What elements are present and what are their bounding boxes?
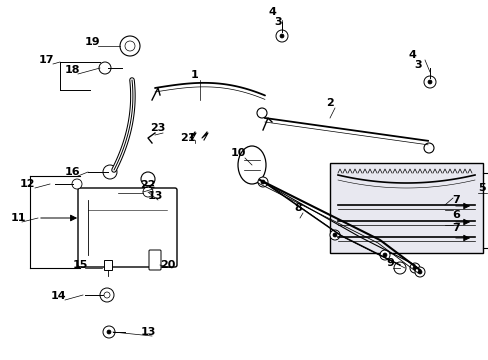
- Circle shape: [120, 36, 140, 56]
- Circle shape: [257, 108, 266, 118]
- Bar: [104, 260, 112, 270]
- Text: 8: 8: [293, 203, 301, 213]
- Circle shape: [332, 233, 336, 237]
- FancyBboxPatch shape: [78, 188, 177, 267]
- Circle shape: [329, 230, 339, 240]
- Circle shape: [412, 266, 416, 270]
- Circle shape: [72, 179, 82, 189]
- Text: 13: 13: [147, 191, 163, 201]
- Bar: [329, 163, 482, 253]
- Text: 23: 23: [150, 123, 165, 133]
- Circle shape: [423, 143, 433, 153]
- Text: 22: 22: [140, 180, 156, 190]
- Circle shape: [393, 262, 405, 274]
- Text: 19: 19: [84, 37, 100, 47]
- Text: 12: 12: [19, 179, 35, 189]
- Circle shape: [261, 180, 264, 184]
- Circle shape: [382, 253, 386, 257]
- Text: 21: 21: [180, 133, 195, 143]
- Circle shape: [107, 330, 111, 334]
- Text: 1: 1: [191, 70, 199, 80]
- Circle shape: [423, 76, 435, 88]
- Circle shape: [100, 288, 114, 302]
- Circle shape: [99, 62, 111, 74]
- Text: 13: 13: [140, 327, 155, 337]
- Circle shape: [417, 270, 421, 274]
- Circle shape: [280, 34, 284, 38]
- Text: 11: 11: [10, 213, 26, 223]
- Text: 2: 2: [325, 98, 333, 108]
- Text: 6: 6: [451, 210, 459, 220]
- Text: 3: 3: [274, 17, 281, 27]
- Text: 14: 14: [50, 291, 66, 301]
- Text: 17: 17: [38, 55, 54, 65]
- Circle shape: [103, 326, 115, 338]
- Text: 5: 5: [477, 183, 485, 193]
- Circle shape: [142, 187, 153, 197]
- Circle shape: [379, 250, 389, 260]
- Circle shape: [409, 263, 419, 273]
- Text: 15: 15: [72, 260, 87, 270]
- Circle shape: [275, 30, 287, 42]
- FancyBboxPatch shape: [149, 250, 161, 270]
- Text: 7: 7: [451, 223, 459, 233]
- Circle shape: [141, 172, 155, 186]
- Circle shape: [258, 177, 267, 187]
- Text: 18: 18: [64, 65, 80, 75]
- Circle shape: [414, 267, 424, 277]
- Text: 10: 10: [230, 148, 245, 158]
- Text: 20: 20: [160, 260, 175, 270]
- Text: 4: 4: [267, 7, 275, 17]
- Text: 3: 3: [413, 60, 421, 70]
- Ellipse shape: [238, 146, 265, 184]
- Circle shape: [427, 80, 431, 84]
- Text: 4: 4: [407, 50, 415, 60]
- Text: 9: 9: [385, 258, 393, 268]
- Circle shape: [103, 165, 117, 179]
- Text: 16: 16: [64, 167, 80, 177]
- Text: 7: 7: [451, 195, 459, 205]
